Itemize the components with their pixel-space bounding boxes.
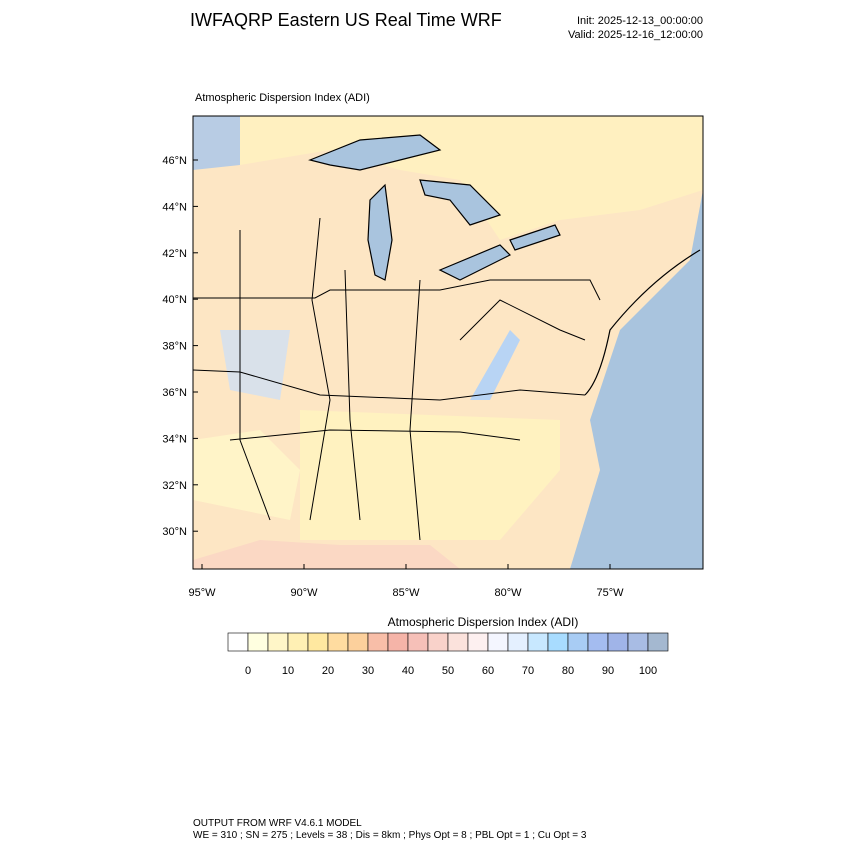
colorbar-box bbox=[267, 632, 289, 652]
colorbar-box bbox=[307, 632, 329, 652]
colorbar-label: 50 bbox=[442, 665, 454, 677]
colorbar-box bbox=[507, 632, 529, 652]
colorbar-box bbox=[327, 632, 349, 652]
colorbar-label: 40 bbox=[402, 665, 414, 677]
colorbar-box bbox=[287, 632, 309, 652]
colorbar-box bbox=[427, 632, 449, 652]
colorbar-box bbox=[607, 632, 629, 652]
colorbar-box bbox=[567, 632, 589, 652]
map bbox=[192, 115, 704, 570]
colorbar-label: 80 bbox=[562, 665, 574, 677]
lat-label: 34°N bbox=[162, 433, 187, 445]
init-time: Init: 2025-12-13_00:00:00 bbox=[577, 15, 703, 27]
valid-time: Valid: 2025-12-16_12:00:00 bbox=[568, 29, 703, 41]
colorbar-label: 30 bbox=[362, 665, 374, 677]
lat-label: 40°N bbox=[162, 294, 187, 306]
colorbar-box bbox=[347, 632, 369, 652]
lat-label: 32°N bbox=[162, 480, 187, 492]
colorbar-label: 0 bbox=[245, 665, 251, 677]
title: IWFAQRP Eastern US Real Time WRF bbox=[190, 10, 502, 30]
lat-label: 36°N bbox=[162, 387, 187, 399]
colorbar-box bbox=[247, 632, 269, 652]
colorbar-box bbox=[547, 632, 569, 652]
colorbar-box bbox=[627, 632, 649, 652]
footer-line: WE = 310 ; SN = 275 ; Levels = 38 ; Dis … bbox=[193, 830, 587, 841]
lon-label: 90°W bbox=[290, 587, 318, 599]
footer-line: OUTPUT FROM WRF V4.6.1 MODEL bbox=[193, 818, 362, 829]
colorbar-box bbox=[467, 632, 489, 652]
colorbar-box bbox=[227, 632, 249, 652]
lat-label: 42°N bbox=[162, 248, 187, 260]
colorbar-box bbox=[407, 632, 429, 652]
colorbar-box bbox=[587, 632, 609, 652]
map-subtitle: Atmospheric Dispersion Index (ADI) bbox=[195, 92, 370, 104]
colorbar-box bbox=[447, 632, 469, 652]
colorbar-box bbox=[387, 632, 409, 652]
lon-label: 95°W bbox=[188, 587, 216, 599]
lat-label: 46°N bbox=[162, 155, 187, 167]
colorbar-box bbox=[647, 632, 669, 652]
lon-label: 85°W bbox=[392, 587, 420, 599]
colorbar-box bbox=[487, 632, 509, 652]
lon-label: 80°W bbox=[494, 587, 522, 599]
lat-label: 44°N bbox=[162, 201, 187, 213]
colorbar-label: 90 bbox=[602, 665, 614, 677]
colorbar-label: 100 bbox=[639, 665, 657, 677]
colorbar-box bbox=[367, 632, 389, 652]
lat-label: 38°N bbox=[162, 341, 187, 353]
colorbar-box bbox=[527, 632, 549, 652]
colorbar-label: 20 bbox=[322, 665, 334, 677]
colorbar: 0 10 20 30 40 50 60 70 80 90 100 bbox=[227, 632, 669, 677]
lat-label: 30°N bbox=[162, 526, 187, 538]
lon-label: 75°W bbox=[596, 587, 624, 599]
colorbar-title: Atmospheric Dispersion Index (ADI) bbox=[388, 615, 579, 629]
colorbar-label: 60 bbox=[482, 665, 494, 677]
colorbar-label: 10 bbox=[282, 665, 294, 677]
colorbar-label: 70 bbox=[522, 665, 534, 677]
